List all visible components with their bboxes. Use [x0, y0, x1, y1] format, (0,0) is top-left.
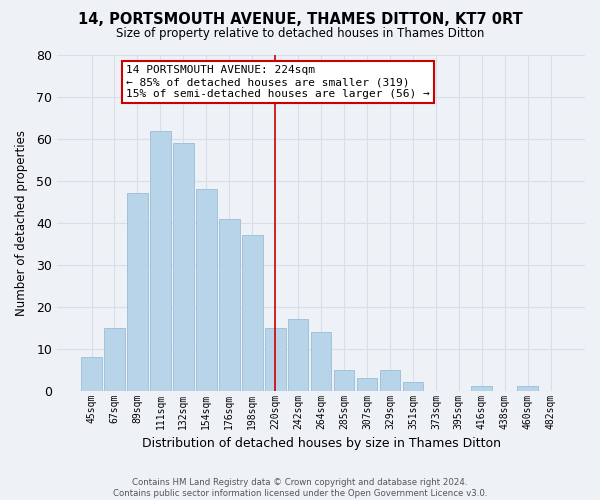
Bar — [334, 370, 355, 390]
Text: Size of property relative to detached houses in Thames Ditton: Size of property relative to detached ho… — [116, 28, 484, 40]
Bar — [517, 386, 538, 390]
Bar — [242, 236, 263, 390]
Bar — [81, 357, 102, 390]
Bar — [196, 190, 217, 390]
Bar — [104, 328, 125, 390]
Bar — [265, 328, 286, 390]
Bar — [150, 130, 171, 390]
Bar — [288, 320, 308, 390]
Bar — [219, 218, 239, 390]
Bar — [403, 382, 423, 390]
Bar — [356, 378, 377, 390]
Y-axis label: Number of detached properties: Number of detached properties — [15, 130, 28, 316]
Text: 14 PORTSMOUTH AVENUE: 224sqm
← 85% of detached houses are smaller (319)
15% of s: 14 PORTSMOUTH AVENUE: 224sqm ← 85% of de… — [126, 66, 430, 98]
Bar — [127, 194, 148, 390]
Bar — [311, 332, 331, 390]
X-axis label: Distribution of detached houses by size in Thames Ditton: Distribution of detached houses by size … — [142, 437, 500, 450]
Text: Contains HM Land Registry data © Crown copyright and database right 2024.
Contai: Contains HM Land Registry data © Crown c… — [113, 478, 487, 498]
Bar — [380, 370, 400, 390]
Bar — [173, 143, 194, 390]
Bar — [472, 386, 492, 390]
Text: 14, PORTSMOUTH AVENUE, THAMES DITTON, KT7 0RT: 14, PORTSMOUTH AVENUE, THAMES DITTON, KT… — [77, 12, 523, 28]
